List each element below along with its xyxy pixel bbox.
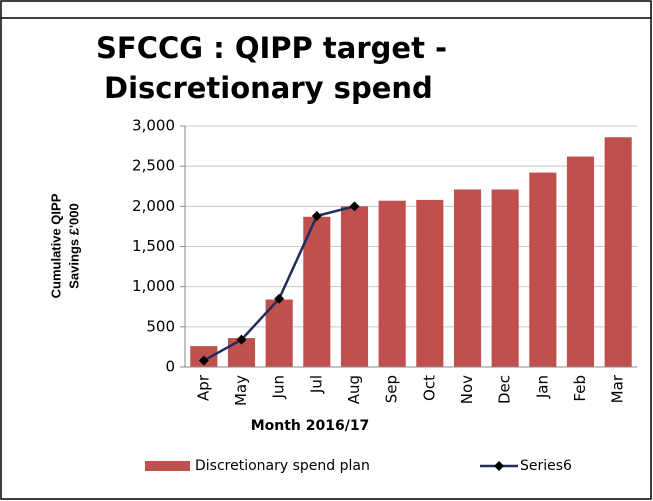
line-marker <box>311 210 322 221</box>
y-tick-label: 1,500 <box>132 237 175 255</box>
y-axis-title-line: Savings £'000 <box>66 203 81 288</box>
y-tick-label: 0 <box>165 358 175 376</box>
x-tick-group: Jan <box>533 375 551 399</box>
x-tick-group: May <box>232 375 250 406</box>
x-tick-label: Mar <box>609 374 627 403</box>
x-tick-label: Jun <box>270 375 288 399</box>
bar <box>303 216 331 367</box>
x-tick-label: Jan <box>533 375 551 399</box>
x-tick-label: Oct <box>420 375 438 401</box>
bar <box>265 299 293 367</box>
y-tick-label: 1,000 <box>132 277 175 295</box>
x-tick-label: Aug <box>345 375 363 404</box>
chart-title: Discretionary spend <box>104 71 433 105</box>
x-tick-group: Dec <box>496 375 514 404</box>
x-tick-group: Mar <box>609 374 627 403</box>
line-marker <box>198 355 209 366</box>
x-tick-group: Nov <box>458 375 476 404</box>
x-tick-group: Sep <box>383 375 401 403</box>
x-axis-title: Month 2016/17 <box>251 418 370 434</box>
legend-label: Series6 <box>520 458 572 474</box>
bar <box>416 199 444 367</box>
y-axis-title: Cumulative QIPP Savings £'000 <box>48 193 81 298</box>
x-tick-group: Aug <box>345 375 363 404</box>
x-tick-label: Dec <box>496 375 514 404</box>
x-tick-label: Sep <box>383 375 401 403</box>
line-marker <box>274 293 285 304</box>
x-tick-label: Apr <box>194 374 212 401</box>
x-tick-label: Jul <box>307 375 325 394</box>
bar <box>378 200 406 367</box>
y-tick-label: 500 <box>146 317 175 335</box>
x-tick-label: Feb <box>571 375 589 402</box>
x-tick-group: Jun <box>270 375 288 399</box>
y-tick-label: 2,500 <box>132 157 175 175</box>
bar <box>529 172 557 367</box>
bar <box>604 137 632 367</box>
y-tick-label: 2,000 <box>132 197 175 215</box>
y-tick-label: 3,000 <box>132 117 175 135</box>
x-tick-group: Oct <box>420 375 438 401</box>
chart-title: SFCCG : QIPP target - <box>96 31 447 65</box>
legend-swatch <box>145 461 190 471</box>
line-marker <box>349 201 360 212</box>
bar <box>491 189 519 367</box>
bar <box>566 156 595 367</box>
x-tick-group: Jul <box>307 375 325 394</box>
bar <box>340 206 369 367</box>
legend-marker <box>494 461 504 471</box>
x-tick-group: Feb <box>571 375 589 402</box>
x-tick-label: Nov <box>458 375 476 404</box>
legend-label: Discretionary spend plan <box>195 458 370 474</box>
y-axis-title-line: Cumulative QIPP <box>48 193 63 298</box>
bar <box>453 189 482 367</box>
x-tick-group: Apr <box>194 374 212 401</box>
line-marker <box>236 334 247 345</box>
x-tick-label: May <box>232 375 250 406</box>
